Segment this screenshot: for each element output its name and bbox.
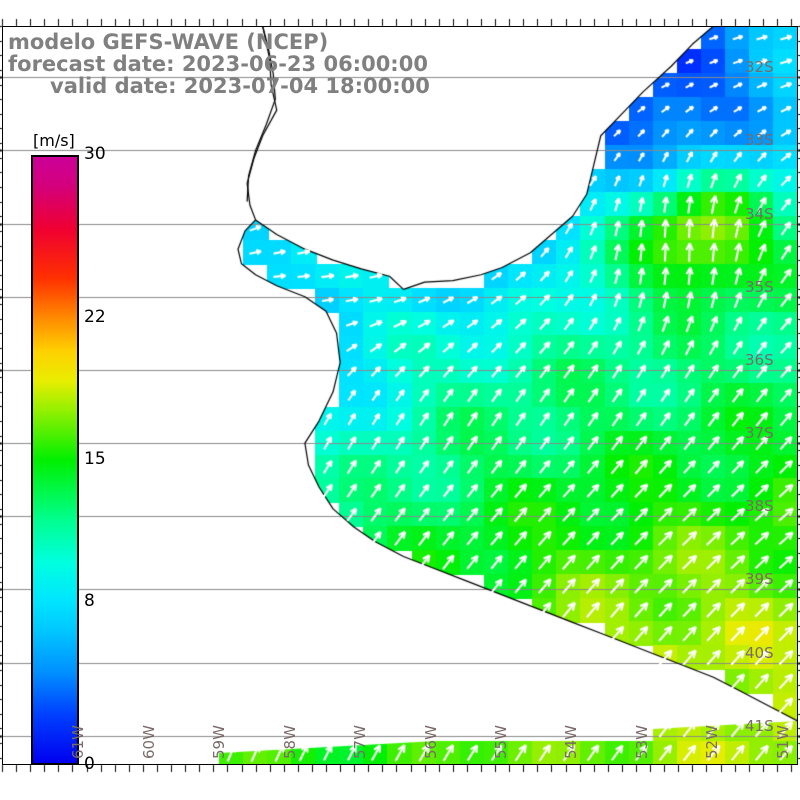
latitude-label-37S: 37S bbox=[745, 424, 774, 443]
latitude-label-40S: 40S bbox=[745, 643, 774, 662]
colorbar[interactable] bbox=[31, 155, 79, 765]
valid-date-label: valid date: 2023-07-04 18:00:00 bbox=[50, 74, 430, 98]
longitude-label-56W: 56W bbox=[421, 725, 440, 759]
latitude-label-41S: 41S bbox=[745, 716, 774, 735]
colorbar-tick-22: 22 bbox=[84, 306, 106, 327]
longitude-label-53W: 53W bbox=[632, 725, 651, 759]
colorbar-tick-30: 30 bbox=[84, 144, 106, 164]
model-title: modelo GEFS-WAVE (NCEP) bbox=[8, 30, 329, 54]
longitude-label-58W: 58W bbox=[280, 725, 299, 759]
longitude-label-51W: 51W bbox=[773, 725, 792, 759]
longitude-label-54W: 54W bbox=[562, 725, 581, 759]
latitude-label-32S: 32S bbox=[745, 58, 774, 77]
latitude-label-39S: 39S bbox=[745, 570, 774, 589]
latitude-label-38S: 38S bbox=[745, 497, 774, 516]
longitude-label-52W: 52W bbox=[703, 725, 722, 759]
forecast-date-label: forecast date: 2023-06-23 06:00:00 bbox=[8, 52, 428, 76]
latitude-label-35S: 35S bbox=[745, 277, 774, 296]
colorbar-tick-15: 15 bbox=[84, 449, 106, 469]
longitude-label-59W: 59W bbox=[210, 725, 229, 759]
colorbar-gradient bbox=[31, 155, 79, 765]
latitude-label-33S: 33S bbox=[745, 131, 774, 150]
wind-speed-heatmap-canvas[interactable] bbox=[2, 26, 798, 765]
colorbar-tick-8: 8 bbox=[84, 591, 95, 612]
colorbar-unit-label: [m/s] bbox=[33, 131, 75, 150]
latitude-label-36S: 36S bbox=[745, 350, 774, 369]
latitude-label-34S: 34S bbox=[745, 204, 774, 223]
longitude-label-55W: 55W bbox=[492, 725, 511, 759]
longitude-label-60W: 60W bbox=[139, 725, 158, 759]
map-plot-area[interactable] bbox=[2, 26, 798, 765]
longitude-label-57W: 57W bbox=[351, 725, 370, 759]
longitude-label-61W: 61W bbox=[69, 725, 88, 759]
